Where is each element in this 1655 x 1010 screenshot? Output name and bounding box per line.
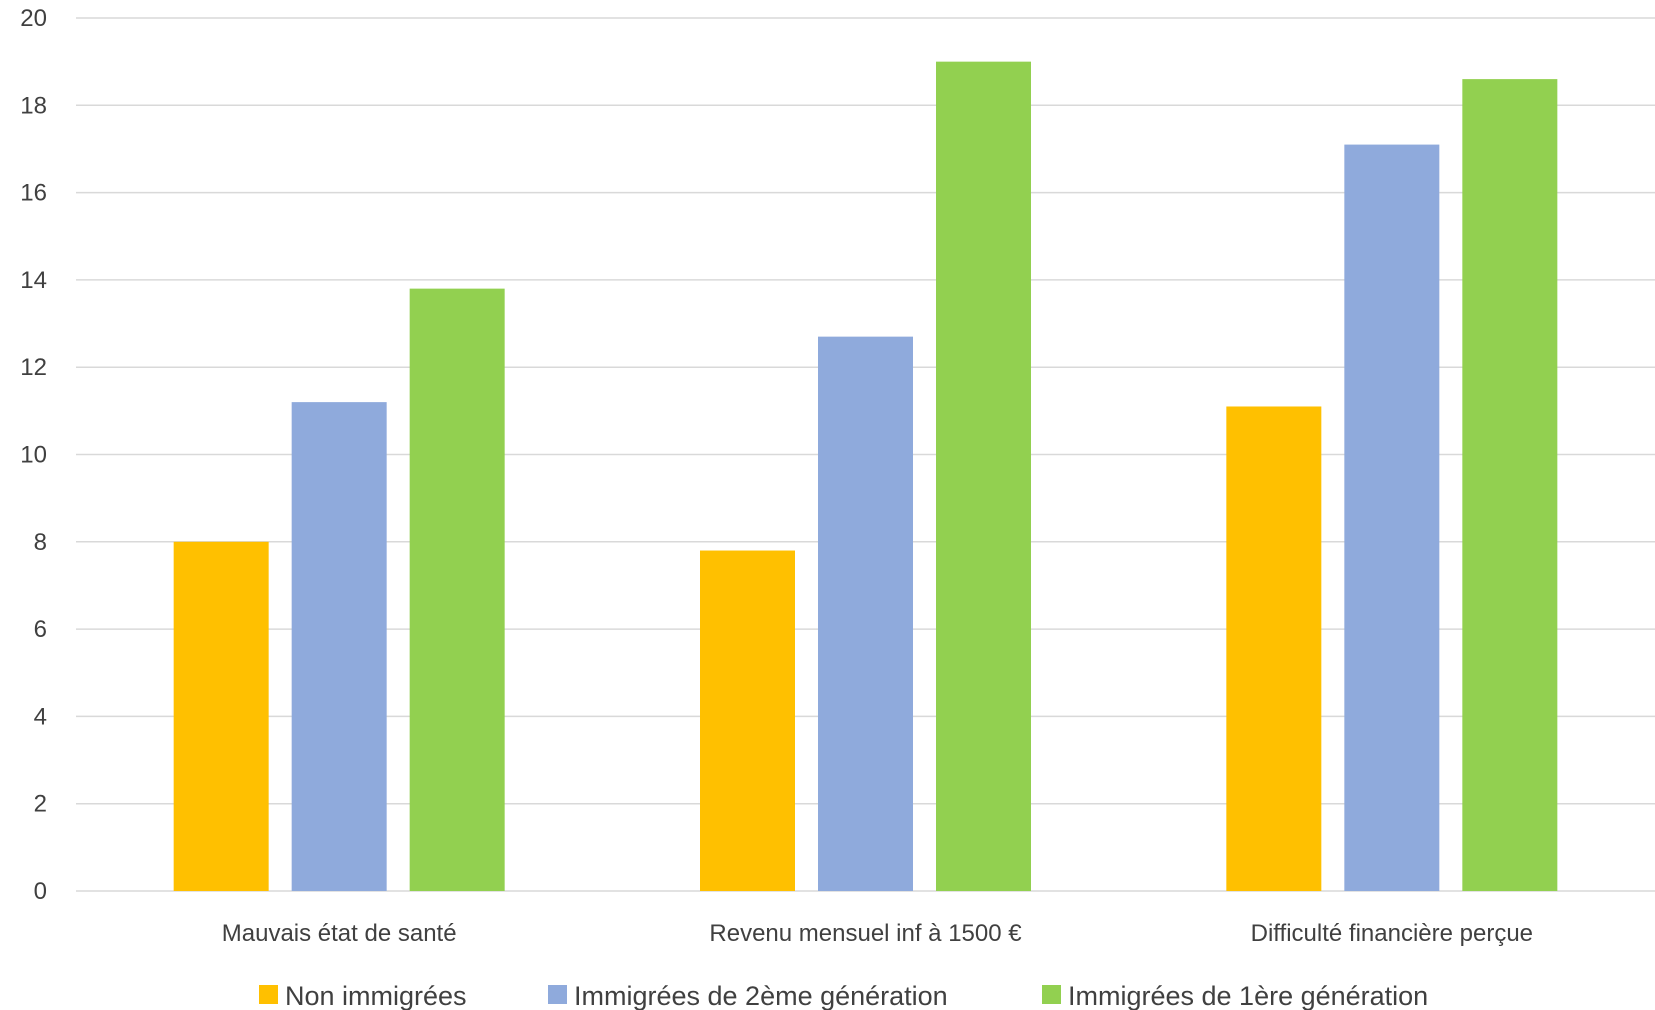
- y-axis-tick-labels: 0 2 4 6 8 10 12 14 16 18 20: [20, 5, 47, 905]
- y-tick-label: 0: [34, 878, 47, 905]
- bar-2-1: [291, 402, 387, 891]
- legend-label: Immigrées de 1ère génération: [1068, 981, 1428, 1010]
- bars: [173, 61, 1558, 892]
- x-category-label: Mauvais état de santé: [222, 920, 457, 947]
- x-category-label: Revenu mensuel inf à 1500 €: [709, 920, 1022, 947]
- y-tick-label: 14: [20, 267, 47, 294]
- y-tick-label: 20: [20, 5, 47, 32]
- legend-swatch: [548, 985, 567, 1004]
- bar-1-1: [173, 541, 269, 891]
- bar-2-3: [1344, 144, 1440, 891]
- y-tick-label: 2: [34, 791, 47, 818]
- x-category-label: Difficulté financière perçue: [1251, 920, 1533, 947]
- y-tick-label: 18: [20, 92, 47, 119]
- bar-1-2: [700, 550, 795, 891]
- bar-3-3: [1462, 79, 1558, 892]
- bar-3-2: [936, 61, 1031, 891]
- legend: Non immigrées Immigrées de 2ème génératio…: [259, 981, 1428, 1010]
- bar-3-1: [409, 288, 505, 891]
- y-tick-label: 10: [20, 442, 47, 469]
- y-tick-label: 12: [20, 354, 47, 381]
- bar-1-3: [1226, 406, 1322, 891]
- legend-label: Non immigrées: [285, 981, 467, 1010]
- y-tick-label: 8: [34, 529, 47, 556]
- bar-2-2: [818, 336, 913, 891]
- legend-label: Immigrées de 2ème génération: [574, 981, 948, 1010]
- x-axis-category-labels: Mauvais état de santé Revenu mensuel inf …: [222, 920, 1533, 947]
- legend-swatch: [1042, 985, 1061, 1004]
- y-tick-label: 4: [34, 703, 47, 730]
- y-tick-label: 6: [34, 616, 47, 643]
- y-tick-label: 16: [20, 180, 47, 207]
- legend-swatch: [259, 985, 278, 1004]
